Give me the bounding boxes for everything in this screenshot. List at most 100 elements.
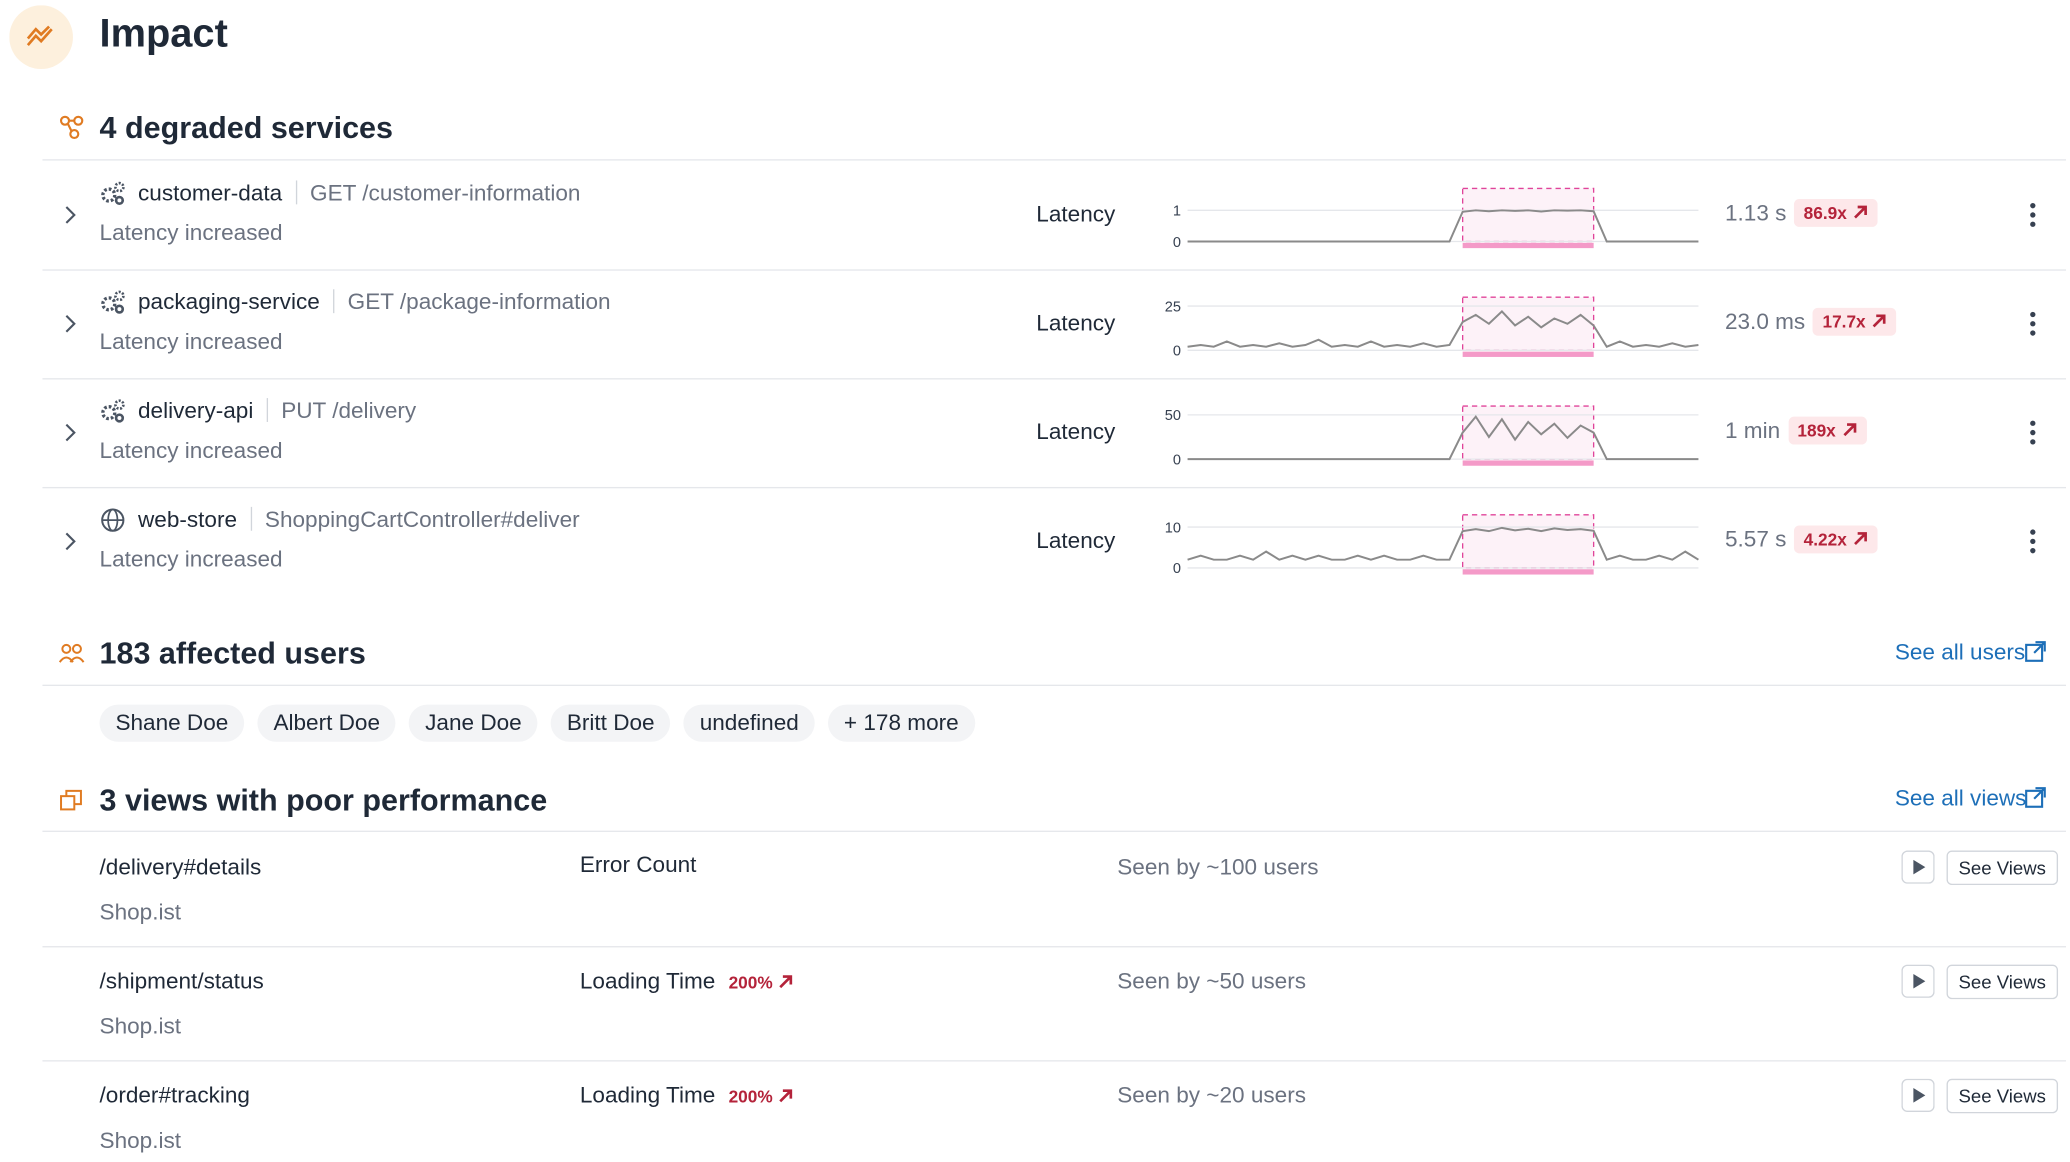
latency-line (1187, 209, 1699, 243)
more-menu[interactable] (2026, 202, 2039, 229)
metric: Latency (1036, 419, 1116, 445)
metric: Latency (1036, 310, 1116, 336)
more-menu[interactable] (2026, 419, 2039, 446)
arrow-icon (1872, 314, 1886, 328)
latency-line (1187, 310, 1699, 348)
sparkline: 10 0 (1165, 514, 1699, 577)
user-chip[interactable]: + 178 more (828, 704, 975, 742)
view-path: /delivery#details (99, 854, 262, 880)
arrow-icon (1842, 423, 1856, 437)
sparkline: 10 (1173, 187, 1699, 251)
more-menu[interactable] (2026, 310, 2039, 337)
current-value: 5.57 s 4.22x (1724, 525, 1878, 554)
expand-chevron[interactable] (61, 204, 80, 225)
separator (333, 289, 335, 314)
change: 17.7x (1822, 311, 1866, 332)
see-all-views[interactable]: See all views (1894, 785, 2027, 811)
current-value: 1.13 s 86.9x (1725, 199, 1878, 227)
see-views-button[interactable]: See Views (1946, 964, 2058, 1000)
view-metric: Loading Time 200% (580, 1083, 794, 1110)
user-chip[interactable]: undefined (683, 704, 815, 742)
view-path: /order#tracking (99, 1082, 250, 1108)
users-icon (58, 643, 85, 663)
services-icon (59, 115, 84, 140)
separator (250, 506, 252, 531)
status: Latency increased (99, 546, 283, 572)
value: 1 min (1724, 417, 1781, 443)
arrow-icon (779, 1088, 793, 1102)
status: Latency increased (99, 329, 283, 355)
change: 189x (1797, 420, 1836, 441)
change-badge: 86.9x (1794, 199, 1878, 227)
service-line: customer-data GET /customer-information (138, 180, 580, 207)
section-title: 4 degraded services (99, 110, 394, 145)
play-button[interactable] (1901, 1078, 1935, 1112)
see-views-button[interactable]: See Views (1946, 1078, 2058, 1114)
value: 5.57 s (1724, 526, 1787, 552)
see-views-button[interactable]: See Views (1946, 850, 2058, 886)
change-badge: 4.22x (1794, 525, 1878, 554)
anomaly-bar (1462, 569, 1594, 575)
seen-by: Seen by ~100 users (1117, 854, 1319, 880)
y-tick-label: 50 (1165, 408, 1181, 424)
user-chip[interactable]: Albert Doe (257, 704, 396, 742)
external-icon[interactable] (2024, 640, 2048, 664)
service-name: web-store (137, 506, 238, 533)
endpoint: PUT /delivery (281, 398, 417, 424)
user-chip[interactable]: Britt Doe (550, 704, 671, 742)
seen-by: Seen by ~20 users (1117, 1082, 1306, 1108)
expand-chevron[interactable] (61, 313, 80, 334)
divider (42, 486, 2066, 489)
expand-chevron[interactable] (61, 422, 80, 443)
anomaly-window (1461, 296, 1595, 351)
user-chip[interactable]: Shane Doe (99, 704, 245, 742)
chips: Shane Doe Albert Doe Jane Doe Britt Doe unde… (99, 704, 988, 742)
separator (295, 180, 297, 205)
metric: Loading Time (579, 1082, 716, 1108)
service-icon (101, 181, 125, 206)
play-button[interactable] (1901, 850, 1935, 884)
divider (42, 378, 2066, 380)
latency-line (1187, 526, 1699, 561)
more-menu[interactable] (2026, 528, 2039, 555)
service-icon (101, 290, 125, 314)
divider (42, 946, 2066, 948)
user-chip[interactable]: Jane Doe (409, 704, 538, 742)
view-path: /shipment/status (99, 968, 264, 994)
metric: Latency (1036, 528, 1116, 554)
see-all-users[interactable]: See all users (1894, 639, 2026, 665)
seen-by: Seen by ~50 users (1117, 968, 1306, 994)
change-badge: 189x (1788, 416, 1867, 445)
status: Latency increased (99, 437, 283, 464)
title: Impact (99, 11, 228, 56)
external-icon[interactable] (2024, 786, 2048, 810)
view-metric: Error Count (580, 852, 697, 879)
current-value: 1 min 189x (1724, 416, 1867, 445)
app-name: Shop.ist (99, 1013, 182, 1039)
change: 200% (729, 972, 794, 992)
section-title: 3 views with poor performance (99, 782, 548, 818)
play-button[interactable] (1901, 964, 1935, 998)
current-value: 23.0 ms 17.7x (1724, 307, 1897, 336)
y-tick-label: 0 (1173, 452, 1181, 468)
service-line: packaging-service GET /package-informatio… (138, 289, 611, 316)
divider (42, 1060, 2066, 1062)
divider (42, 830, 2066, 832)
anomaly-bar (1462, 460, 1594, 466)
divider (42, 269, 2066, 271)
expand-chevron[interactable] (61, 531, 80, 552)
anomaly-bar (1462, 242, 1594, 249)
app-name: Shop.ist (99, 1127, 182, 1154)
change-value: 200% (728, 1086, 773, 1106)
divider (42, 684, 2066, 687)
arrow-icon (779, 974, 793, 988)
latency-line (1187, 414, 1699, 461)
change-value: 200% (728, 971, 773, 992)
sparkline: 25 0 (1165, 296, 1699, 360)
y-tick-label: 25 (1165, 299, 1181, 315)
service-icon (101, 399, 125, 423)
value: 23.0 ms (1724, 308, 1806, 334)
status: Latency increased (99, 220, 283, 246)
